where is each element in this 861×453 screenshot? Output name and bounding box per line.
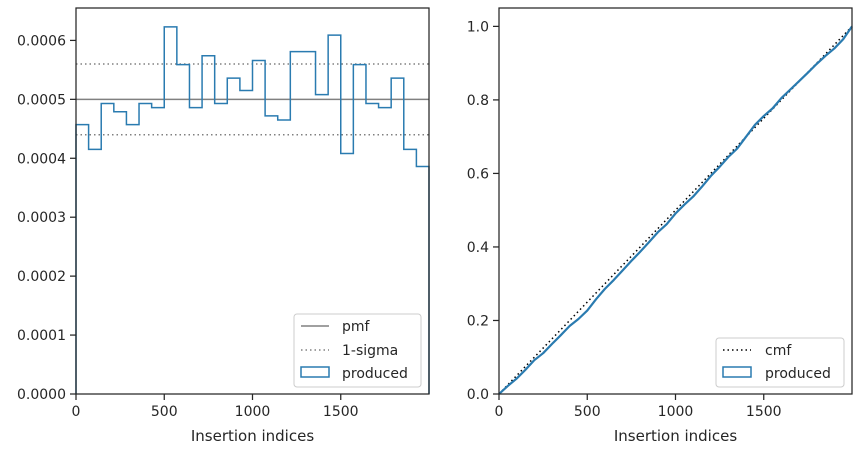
histogram-bin bbox=[240, 91, 253, 394]
cmf-panel: 0 500 1000 1500 0.0 0.2 0.4 0.6 0.8 1.0 Insertion… bbox=[467, 7, 853, 445]
legend-produced-patch bbox=[300, 366, 330, 378]
histogram-legend: pmf 1-sigma produced bbox=[293, 313, 422, 388]
histogram-xlabel: Insertion indices bbox=[191, 427, 314, 445]
legend-produced-patch bbox=[722, 366, 752, 378]
cmf-y-tick-label: 0.2 bbox=[467, 313, 489, 329]
histogram-bin bbox=[101, 103, 114, 394]
histogram-x-tick-label: 500 bbox=[151, 404, 178, 420]
histogram-ticks: 0 500 1000 1500 0.0000 0.0001 0.0002 0.0003 0.00… bbox=[17, 33, 359, 420]
cmf-axes-frame bbox=[498, 7, 853, 395]
histogram-x-tick-label: 1500 bbox=[323, 404, 359, 420]
histogram-bin bbox=[278, 120, 291, 394]
histogram-bin bbox=[76, 125, 89, 394]
cmf-legend-box bbox=[715, 337, 845, 388]
produced-histogram bbox=[75, 26, 430, 394]
cmf-x-tick-label: 1500 bbox=[746, 404, 782, 420]
histogram-y-tick-label: 0.0002 bbox=[17, 269, 66, 285]
histogram-bin bbox=[126, 125, 139, 394]
histogram-plot-area bbox=[75, 26, 430, 394]
cmf-x-tick-label: 0 bbox=[495, 404, 504, 420]
histogram-y-tick-label: 0.0006 bbox=[17, 33, 66, 49]
legend-produced-label: produced bbox=[342, 366, 408, 382]
legend-produced-label: produced bbox=[765, 366, 831, 382]
histogram-bin bbox=[177, 65, 190, 394]
histogram-legend-box bbox=[293, 313, 422, 388]
histogram-bin bbox=[202, 56, 215, 394]
histogram-bin bbox=[265, 116, 278, 394]
legend-cmf-label: cmf bbox=[765, 343, 792, 359]
histogram-x-tick-label: 1000 bbox=[235, 404, 271, 420]
cmf-ticks: 0 500 1000 1500 0.0 0.2 0.4 0.6 0.8 1.0 bbox=[467, 19, 782, 420]
cmf-y-tick-label: 1.0 bbox=[467, 19, 489, 35]
cmf-y-tick-label: 0.6 bbox=[467, 166, 489, 182]
histogram-y-tick-label: 0.0000 bbox=[17, 387, 66, 403]
histogram-bin bbox=[114, 112, 127, 394]
histogram-y-tick-label: 0.0004 bbox=[17, 151, 66, 167]
produced-cumulative-line bbox=[498, 25, 853, 395]
histogram-bin bbox=[189, 108, 202, 394]
histogram-bin bbox=[152, 108, 165, 394]
histogram-bin bbox=[253, 60, 266, 394]
histogram-y-tick-label: 0.0003 bbox=[17, 210, 66, 226]
histogram-y-tick-label: 0.0005 bbox=[17, 92, 66, 108]
cmf-y-tick-label: 0.4 bbox=[467, 240, 489, 256]
legend-1-sigma-label: 1-sigma bbox=[342, 343, 398, 359]
cmf-legend: cmf produced bbox=[715, 337, 845, 388]
cmf-x-tick-label: 1000 bbox=[658, 404, 694, 420]
histogram-y-tick-label: 0.0001 bbox=[17, 328, 66, 344]
histogram-panel: 0 500 1000 1500 0.0000 0.0001 0.0002 0.0003 0.00… bbox=[17, 7, 430, 445]
legend-pmf-label: pmf bbox=[342, 319, 371, 335]
cmf-xlabel: Insertion indices bbox=[614, 427, 737, 445]
cmf-x-tick-label: 500 bbox=[574, 404, 601, 420]
histogram-x-tick-label: 0 bbox=[72, 404, 81, 420]
histogram-bin bbox=[89, 149, 102, 394]
cmf-plot-area bbox=[498, 25, 853, 395]
cmf-y-tick-label: 0.8 bbox=[467, 93, 489, 109]
histogram-bin bbox=[227, 78, 240, 394]
histogram-bin bbox=[139, 103, 152, 394]
cmf-y-tick-label: 0.0 bbox=[467, 387, 489, 403]
histogram-bin bbox=[215, 103, 228, 394]
histogram-bin bbox=[164, 27, 177, 394]
